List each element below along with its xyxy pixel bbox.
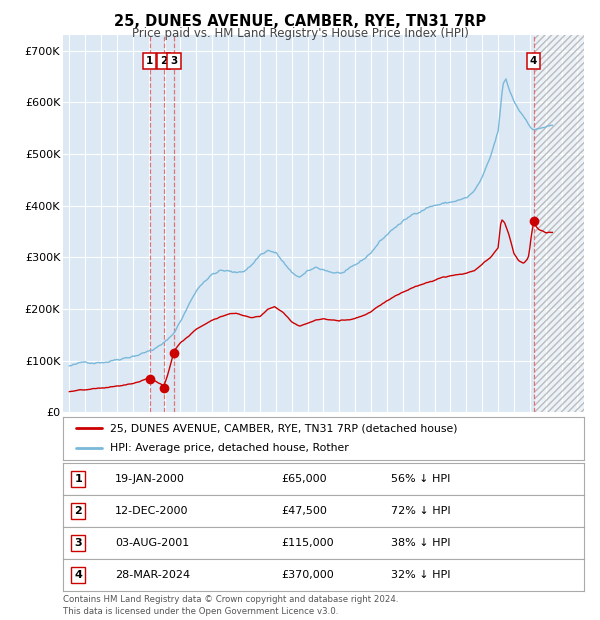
Text: 28-MAR-2024: 28-MAR-2024 <box>115 570 190 580</box>
Text: £370,000: £370,000 <box>282 570 334 580</box>
Text: 1: 1 <box>74 474 82 484</box>
Text: £65,000: £65,000 <box>282 474 328 484</box>
Text: Contains HM Land Registry data © Crown copyright and database right 2024.: Contains HM Land Registry data © Crown c… <box>63 595 398 604</box>
Text: 72% ↓ HPI: 72% ↓ HPI <box>391 506 451 516</box>
Text: 4: 4 <box>74 570 82 580</box>
Text: 12-DEC-2000: 12-DEC-2000 <box>115 506 188 516</box>
Text: 3: 3 <box>74 538 82 548</box>
Text: 4: 4 <box>530 56 538 66</box>
Text: 25, DUNES AVENUE, CAMBER, RYE, TN31 7RP (detached house): 25, DUNES AVENUE, CAMBER, RYE, TN31 7RP … <box>110 423 457 433</box>
Text: 19-JAN-2000: 19-JAN-2000 <box>115 474 185 484</box>
Text: Price paid vs. HM Land Registry's House Price Index (HPI): Price paid vs. HM Land Registry's House … <box>131 27 469 40</box>
Text: 38% ↓ HPI: 38% ↓ HPI <box>391 538 451 548</box>
Text: 56% ↓ HPI: 56% ↓ HPI <box>391 474 451 484</box>
Text: 32% ↓ HPI: 32% ↓ HPI <box>391 570 451 580</box>
Text: 2: 2 <box>74 506 82 516</box>
Text: 25, DUNES AVENUE, CAMBER, RYE, TN31 7RP: 25, DUNES AVENUE, CAMBER, RYE, TN31 7RP <box>114 14 486 29</box>
Text: 3: 3 <box>170 56 178 66</box>
Bar <box>535 35 584 412</box>
Bar <box>535 35 584 412</box>
Text: 03-AUG-2001: 03-AUG-2001 <box>115 538 190 548</box>
Text: HPI: Average price, detached house, Rother: HPI: Average price, detached house, Roth… <box>110 443 349 453</box>
Text: £47,500: £47,500 <box>282 506 328 516</box>
Text: 1: 1 <box>146 56 153 66</box>
Text: £115,000: £115,000 <box>282 538 334 548</box>
Text: 2: 2 <box>160 56 167 66</box>
Text: This data is licensed under the Open Government Licence v3.0.: This data is licensed under the Open Gov… <box>63 607 338 616</box>
